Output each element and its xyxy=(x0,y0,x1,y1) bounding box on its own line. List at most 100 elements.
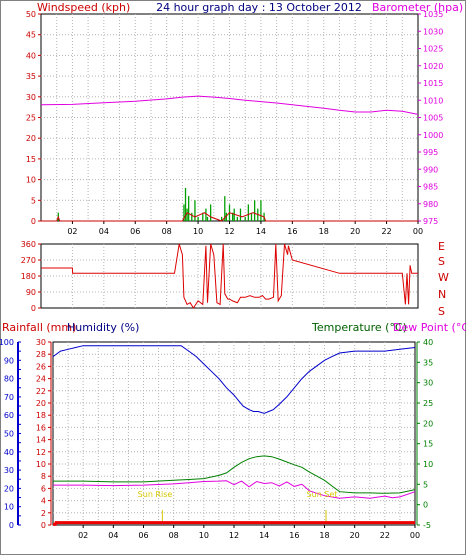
x-tick-label: 06 xyxy=(130,227,140,236)
y-tick-label: 40 xyxy=(26,51,36,60)
y2-tick-label: 1005 xyxy=(423,114,443,123)
humidity-tick-label: 100 xyxy=(0,338,14,347)
y-tick-label: 15 xyxy=(26,155,36,164)
barometer-line xyxy=(40,95,419,115)
x-tick-label: 14 xyxy=(256,227,266,236)
y-tick-label: 0 xyxy=(31,304,36,313)
humidity-tick-label: 20 xyxy=(4,484,14,493)
rainfall-axis-label: Rainfall (mm) xyxy=(2,321,76,334)
humidity-tick-label: 90 xyxy=(4,356,14,365)
temperature-tick-label: 15 xyxy=(423,440,433,449)
temperature-tick-label: 0 xyxy=(423,501,428,510)
y2-tick-label: 1015 xyxy=(423,79,443,88)
rain-tick-label: 8 xyxy=(41,472,46,481)
y-tick-label: 25 xyxy=(26,114,36,123)
dewpoint-line xyxy=(53,480,416,499)
x-tick-label: 02 xyxy=(78,531,88,540)
x-tick-label: 00 xyxy=(410,531,420,540)
rain-tick-label: 12 xyxy=(36,448,46,457)
y2-tick-label: 985 xyxy=(423,183,438,192)
x-tick-label: 16 xyxy=(287,227,297,236)
x-tick-label: 20 xyxy=(350,227,360,236)
temperature-tick-label: 40 xyxy=(423,338,433,347)
x-tick-label: 10 xyxy=(199,531,209,540)
y2-tick-label: 1025 xyxy=(423,45,443,54)
compass-label: W xyxy=(438,271,449,284)
x-tick-label: 08 xyxy=(169,531,179,540)
compass-label: S xyxy=(438,255,445,268)
humidity-axis-label: Humidity (%) xyxy=(67,321,139,334)
compass-label: E xyxy=(438,240,445,253)
windspeed-axis-label: Windspeed (kph) xyxy=(37,1,130,14)
compass-label: N xyxy=(438,288,446,301)
barometer-axis-label: Barometer (hpa) xyxy=(372,1,463,14)
humidity-tick-label: 70 xyxy=(4,393,14,402)
temperature-tick-label: 30 xyxy=(423,379,433,388)
wind-direction-panel: 0 90 180 270 360 xyxy=(21,240,419,313)
humidity-tick-label: 10 xyxy=(4,503,14,512)
humidity-tick-label: 30 xyxy=(4,466,14,475)
humidity-tick-label: 50 xyxy=(4,430,14,439)
rain-tick-label: 10 xyxy=(36,460,46,469)
x-tick-label: 04 xyxy=(108,531,118,540)
x-tick-label: 18 xyxy=(319,531,329,540)
x-tick-label: 12 xyxy=(224,227,234,236)
x-tick-label: 22 xyxy=(381,227,391,236)
y-tick-label: 20 xyxy=(26,134,36,143)
x-tick-label: 04 xyxy=(99,227,109,236)
rainfall-line xyxy=(53,521,415,526)
rain-tick-label: 6 xyxy=(41,484,46,493)
x-tick-label: 10 xyxy=(193,227,203,236)
y-tick-label: 270 xyxy=(21,256,36,265)
windspeed-line xyxy=(41,212,418,222)
rain-tick-label: 14 xyxy=(36,436,46,445)
temperature-tick-label: 10 xyxy=(423,460,433,469)
humidity-tick-label: 60 xyxy=(4,411,14,420)
plot-area xyxy=(40,13,419,222)
rain-tick-label: 2 xyxy=(41,509,46,518)
chart-title: 24 hour graph day : 13 October 2012 xyxy=(156,1,362,14)
rain-tick-label: 24 xyxy=(36,375,46,384)
y-tick-label: 35 xyxy=(26,72,36,81)
y-tick-label: 5 xyxy=(31,196,36,205)
rain-tick-label: 30 xyxy=(36,338,46,347)
temperature-tick-label: 20 xyxy=(423,419,433,428)
y-tick-label: 90 xyxy=(26,288,36,297)
x-tick-label: 12 xyxy=(229,531,239,540)
x-tick-label: 16 xyxy=(289,531,299,540)
temperature-tick-label: 35 xyxy=(423,358,433,367)
x-tick-label: 20 xyxy=(350,531,360,540)
y-tick-label: 30 xyxy=(26,93,36,102)
compass-label: S xyxy=(438,305,445,318)
y2-tick-label: 975 xyxy=(423,217,438,226)
temperature-axis-label: Temperature (°C) xyxy=(311,321,407,334)
humidity-tick-label: 80 xyxy=(4,375,14,384)
rain-tick-label: 20 xyxy=(36,399,46,408)
x-tick-label: 00 xyxy=(413,227,423,236)
temperature-tick-label: 5 xyxy=(423,480,428,489)
y2-tick-label: 990 xyxy=(423,165,438,174)
y-tick-label: 0 xyxy=(31,217,36,226)
x-tick-label: 08 xyxy=(162,227,172,236)
rain-tick-label: 22 xyxy=(36,387,46,396)
rain-humidity-temperature-panel: 0102030405060708090100024681012141618202… xyxy=(0,338,433,540)
y2-tick-label: 1030 xyxy=(423,27,443,36)
y2-tick-label: 995 xyxy=(423,148,438,157)
rain-tick-label: 28 xyxy=(36,350,46,359)
y-tick-label: 10 xyxy=(26,176,36,185)
humidity-tick-label: 40 xyxy=(4,448,14,457)
y2-tick-label: 980 xyxy=(423,200,438,209)
y-tick-label: 360 xyxy=(21,240,36,249)
rain-tick-label: 26 xyxy=(36,362,46,371)
humidity-tick-label: 0 xyxy=(9,521,14,530)
temperature-tick-label: 25 xyxy=(423,399,433,408)
x-tick-label: 14 xyxy=(259,531,269,540)
sunset-label: Sun Set xyxy=(307,490,338,499)
rain-tick-label: 16 xyxy=(36,423,46,432)
rain-tick-label: 18 xyxy=(36,411,46,420)
x-tick-label: 02 xyxy=(67,227,77,236)
wind-barometer-panel: 0510152025303540455097598098599099510001… xyxy=(26,10,444,236)
humidity-line xyxy=(52,345,416,414)
x-tick-label: 22 xyxy=(380,531,390,540)
